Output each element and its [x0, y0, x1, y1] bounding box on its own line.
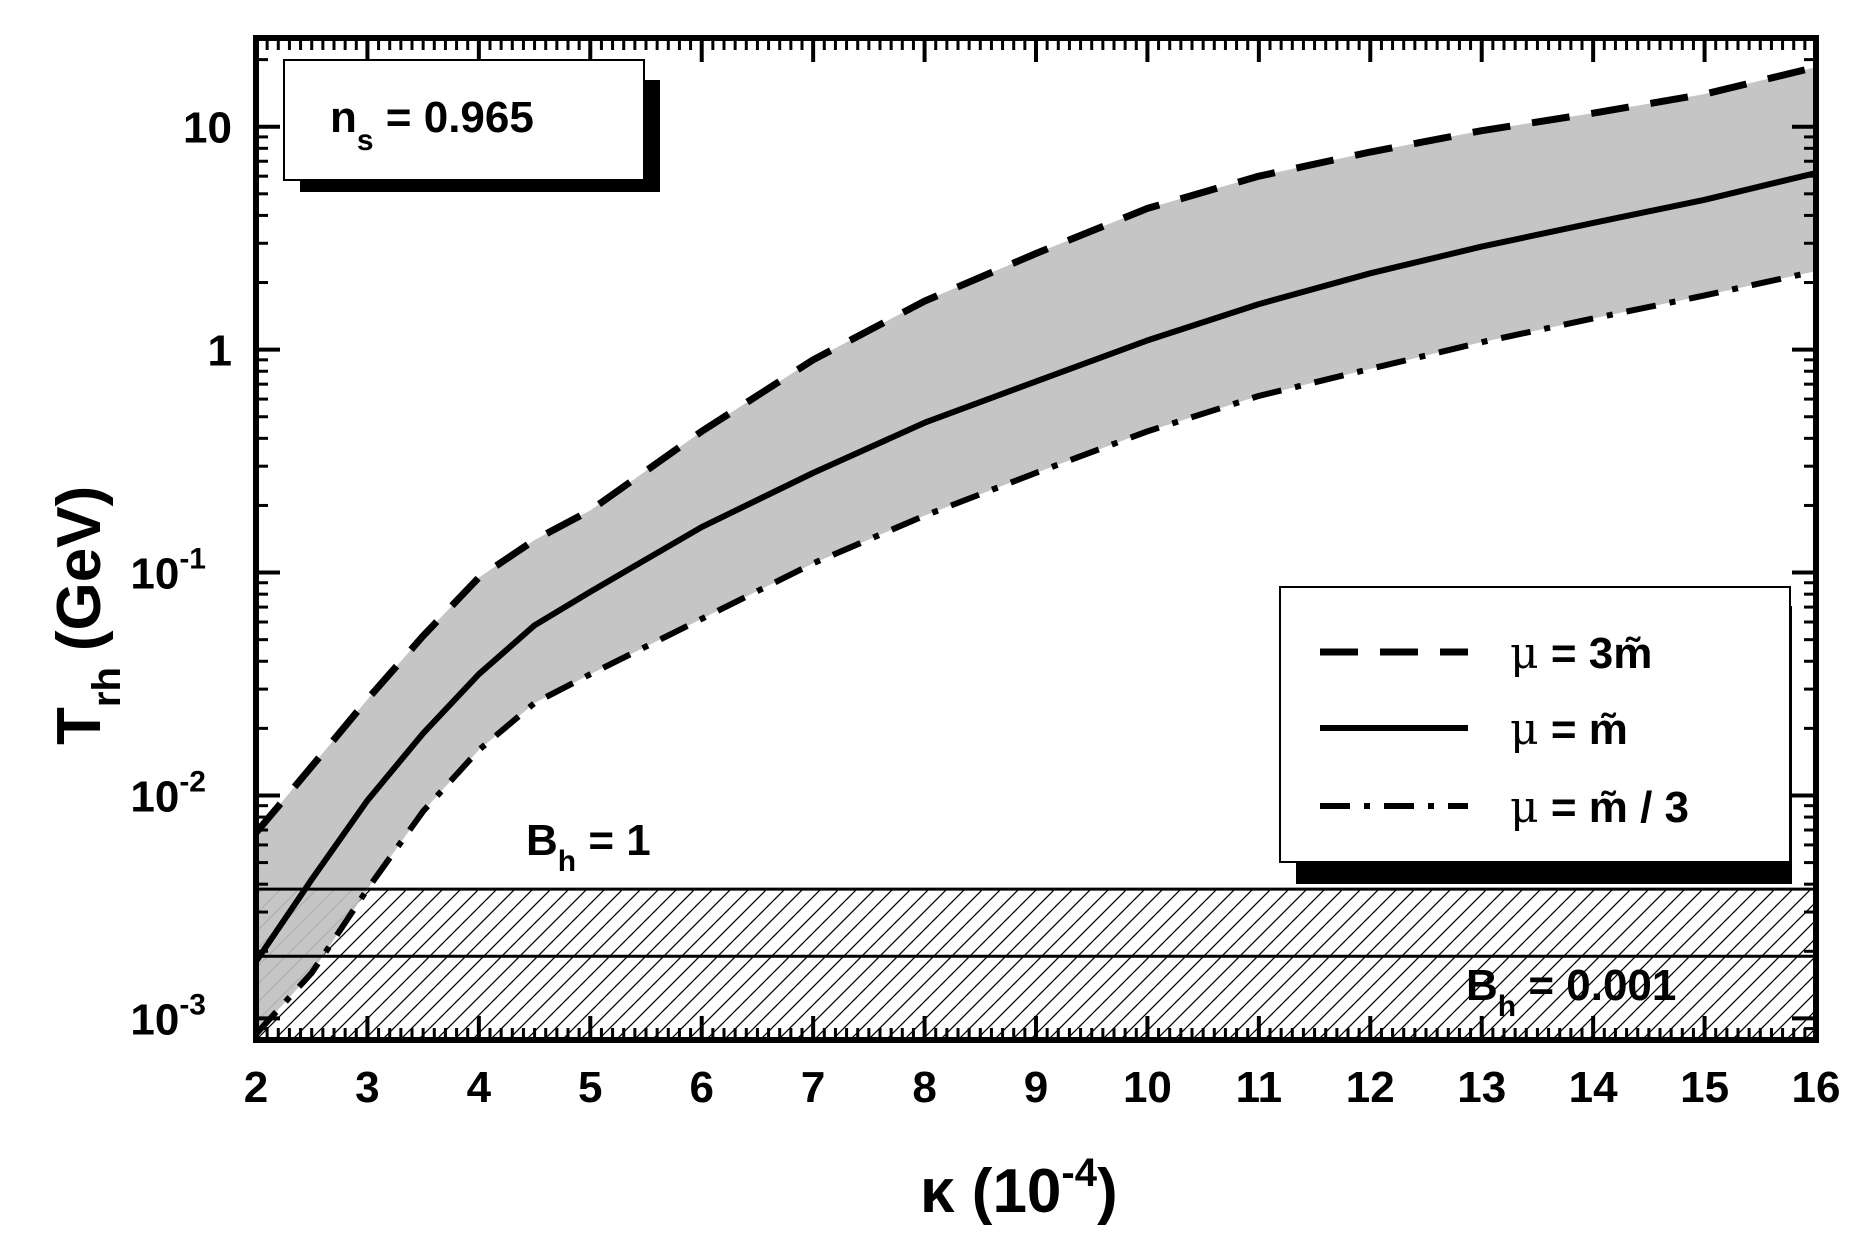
y-tick-label: 10-2 — [130, 765, 206, 821]
plot-frame — [253, 35, 1819, 1043]
x-tick-label: 14 — [1569, 1063, 1618, 1112]
hatched-region — [256, 889, 1816, 1040]
ns-label: ns = 0.965 — [330, 93, 534, 157]
y-tick-label: 10 — [183, 104, 232, 153]
x-tick-label: 9 — [1024, 1063, 1048, 1112]
legend: μ = 3m̃ μ = m̃ μ = m̃ / 3 — [1279, 586, 1792, 884]
y-tick-label: 1 — [208, 327, 232, 376]
y-tick-label: 10-3 — [130, 988, 206, 1044]
reference-line-label-1: Bh = 0.001 — [1466, 961, 1676, 1023]
series-line-dashdot — [256, 268, 1816, 1037]
y-tick-label: 10-1 — [130, 543, 206, 599]
x-tick-label: 15 — [1680, 1063, 1729, 1112]
uncertainty-band — [256, 67, 1816, 1035]
y-axis-title: Trh(GeV) — [45, 486, 129, 745]
x-tick-label: 2 — [244, 1063, 268, 1112]
x-tick-label: 7 — [801, 1063, 825, 1112]
reference-line-label-0: Bh = 1 — [526, 816, 651, 878]
series-line-dashed — [256, 63, 1816, 836]
series-line-solid — [256, 170, 1816, 964]
ns-box — [283, 59, 645, 181]
legend-label-solid: μ = m̃ — [1510, 704, 1628, 755]
legend-label-dashdot: μ = m̃ / 3 — [1510, 782, 1689, 833]
x-axis-title: κ (10-4) — [920, 1151, 1118, 1226]
x-tick-label: 10 — [1123, 1063, 1172, 1112]
x-tick-label: 3 — [355, 1063, 379, 1112]
x-tick-label: 13 — [1457, 1063, 1506, 1112]
x-tick-label: 11 — [1236, 1063, 1283, 1112]
ns-annotation-box: ns = 0.965 — [283, 59, 660, 192]
legend-label-dashed: μ = 3m̃ — [1510, 628, 1652, 679]
legend-box — [1279, 586, 1791, 863]
x-tick-label: 6 — [689, 1063, 713, 1112]
x-tick-label: 12 — [1346, 1063, 1395, 1112]
x-tick-label: 5 — [578, 1063, 602, 1112]
x-tick-label: 16 — [1792, 1063, 1841, 1112]
x-tick-label: 8 — [912, 1063, 936, 1112]
x-tick-label: 4 — [467, 1063, 492, 1112]
